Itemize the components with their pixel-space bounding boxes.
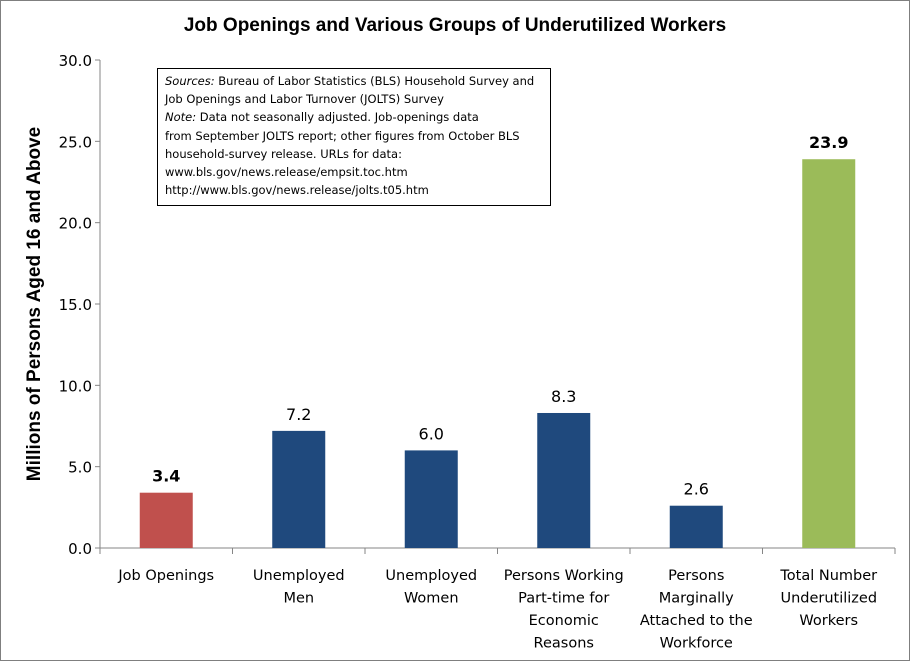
note-line: household-survey release. URLs for data: — [165, 146, 402, 161]
data-label: 7.2 — [286, 405, 311, 424]
x-tick-label: Persons Working Part-time for Economic Reas… — [504, 568, 624, 652]
data-label: 2.6 — [684, 480, 709, 499]
x-tick-label-line: Economic — [529, 613, 599, 629]
x-tick-label-line: Job Openings — [117, 568, 214, 584]
x-tick-label-line: Men — [283, 591, 314, 607]
sources-text: Bureau of Labor Statistics (BLS) Househo… — [214, 74, 535, 88]
note-line: Note: Data not seasonally adjusted. Job-… — [165, 108, 550, 126]
data-label: 6.0 — [419, 424, 444, 443]
data-label: 3.4 — [152, 467, 180, 486]
note-line: from September JOLTS report; other figur… — [165, 128, 520, 143]
x-tick-labels: Job Openings Unemployed Men Unemployed Women… — [117, 568, 877, 652]
data-label: 23.9 — [809, 133, 848, 152]
x-tick-label-line: Unemployed — [253, 568, 345, 584]
x-tick-label: Job Openings — [117, 568, 214, 584]
x-tick-label-line: Marginally — [659, 591, 734, 607]
sources-label: Sources: — [165, 74, 215, 88]
x-tick-label-line: Attached to the — [640, 613, 753, 629]
x-tick-label-line: Reasons — [534, 636, 594, 652]
bar — [802, 159, 856, 548]
y-tick-label: 25.0 — [59, 133, 92, 151]
bars — [139, 159, 856, 548]
bar — [272, 430, 326, 548]
url-employment: www.bls.gov/news.release/empsit.toc.htm — [165, 165, 408, 180]
y-tick-label: 0.0 — [68, 540, 92, 558]
note-text: Data not seasonally adjusted. Job-openin… — [196, 110, 479, 125]
y-tick-labels: 0.0 5.0 10.0 15.0 20.0 25.0 30.0 — [59, 52, 92, 558]
y-axis-label: Millions of Persons Aged 16 and Above — [24, 127, 45, 481]
bar — [537, 412, 591, 548]
x-tick-label-line: Women — [404, 591, 459, 607]
bar — [139, 492, 193, 548]
x-tick-label: Unemployed Women — [385, 568, 477, 607]
axes — [95, 59, 896, 554]
data-label: 8.3 — [551, 387, 576, 406]
data-labels: 3.4 7.2 6.0 8.3 2.6 23.9 — [152, 133, 848, 498]
x-tick-label-line: Part-time for — [518, 591, 609, 607]
x-tick-label-line: Total Number — [779, 568, 877, 584]
bar — [669, 505, 723, 548]
note-label: Note: — [165, 110, 197, 125]
y-tick-label: 20.0 — [59, 215, 92, 233]
sources-note-box: Sources: Bureau of Labor Statistics (BLS… — [157, 68, 551, 206]
x-tick-label-line: Persons — [668, 568, 724, 584]
x-tick-label: Total Number Underutilized Workers — [779, 568, 877, 629]
y-tick-label: 5.0 — [68, 459, 92, 477]
x-tick-label-line: Workers — [799, 613, 858, 629]
chart-title: Job Openings and Various Groups of Under… — [184, 15, 726, 36]
y-tick-label: 10.0 — [59, 377, 92, 395]
x-tick-label-line: Unemployed — [385, 568, 477, 584]
y-tick-label: 15.0 — [59, 296, 92, 314]
x-tick-label-line: Workforce — [660, 636, 733, 652]
note-line: Sources: Bureau of Labor Statistics (BLS… — [165, 72, 550, 90]
x-tick-label-line: Persons Working — [504, 568, 624, 584]
url-jolts: http://www.bls.gov/news.release/jolts.t0… — [165, 183, 429, 198]
note-line: Job Openings and Labor Turnover (JOLTS) … — [165, 92, 444, 107]
x-tick-label: Persons Marginally Attached to the Workforc… — [640, 568, 753, 652]
x-tick-label-line: Underutilized — [780, 591, 877, 607]
bar — [404, 450, 458, 548]
x-tick-label: Unemployed Men — [253, 568, 345, 607]
y-tick-label: 30.0 — [59, 52, 92, 70]
